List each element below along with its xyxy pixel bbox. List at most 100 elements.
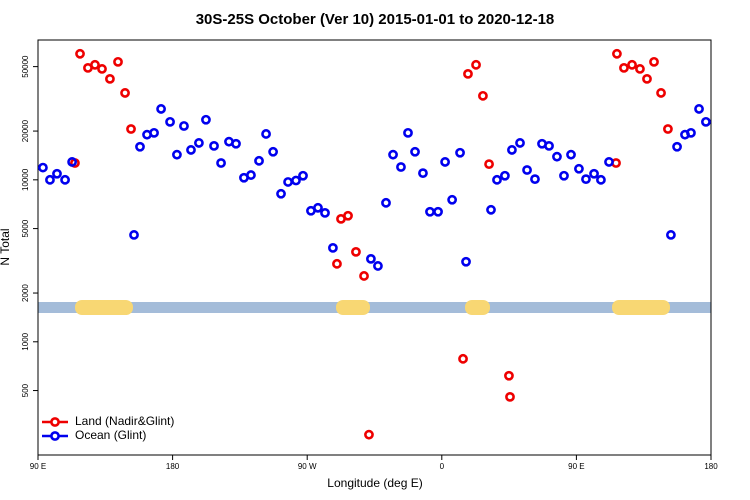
data-point	[209, 140, 219, 151]
data-point	[458, 353, 468, 364]
x-tick-label: 90 E	[30, 462, 46, 471]
data-point	[313, 202, 323, 213]
data-point	[75, 48, 85, 59]
data-point	[231, 138, 241, 149]
data-point	[552, 151, 562, 162]
data-point	[186, 145, 196, 155]
data-point	[701, 116, 711, 127]
data-point	[507, 145, 517, 155]
data-point	[381, 197, 391, 208]
data-point	[566, 149, 576, 160]
data-point	[589, 168, 599, 179]
data-point	[544, 140, 554, 151]
y-tick-label: 1000	[21, 332, 30, 350]
plot-frame	[37, 39, 712, 456]
ocean-strip	[38, 302, 711, 313]
data-point	[642, 73, 652, 84]
data-point	[627, 59, 637, 70]
data-point	[126, 124, 136, 134]
y-tick-label: 20000	[21, 119, 30, 142]
data-point	[343, 210, 353, 221]
data-point	[686, 127, 696, 138]
data-point	[129, 230, 139, 240]
legend-label: Land (Nadir&Glint)	[75, 414, 174, 428]
data-point	[471, 59, 481, 70]
y-tick-label: 5000	[21, 219, 30, 237]
data-point	[359, 271, 369, 281]
data-point	[455, 147, 465, 158]
data-point	[97, 64, 107, 74]
data-point	[559, 170, 569, 181]
data-point	[492, 174, 502, 185]
data-point	[90, 59, 100, 70]
data-point	[276, 188, 286, 199]
data-point	[418, 168, 428, 179]
data-point	[52, 168, 62, 179]
data-point	[663, 124, 673, 134]
data-point	[694, 104, 704, 114]
data-point	[201, 114, 211, 125]
land-patch	[465, 300, 490, 315]
data-point	[165, 116, 175, 127]
x-tick-label: 180	[166, 462, 180, 471]
data-point	[500, 170, 510, 181]
data-point	[463, 68, 473, 79]
data-point	[194, 138, 204, 148]
data-point	[672, 141, 682, 152]
data-point	[522, 165, 532, 175]
data-point	[268, 146, 279, 157]
data-point	[447, 194, 458, 205]
data-point	[38, 162, 48, 173]
x-tick-label: 90 W	[298, 462, 317, 471]
data-point	[440, 157, 450, 167]
data-point	[45, 174, 55, 185]
data-point	[172, 149, 182, 160]
legend-marker	[50, 431, 60, 441]
data-point	[581, 174, 591, 185]
data-point	[67, 157, 77, 167]
data-point	[254, 155, 264, 166]
data-point	[373, 261, 383, 271]
x-tick-label: 180	[704, 462, 718, 471]
data-point	[596, 174, 606, 185]
data-point	[216, 158, 226, 168]
data-point	[656, 88, 666, 98]
y-axis-label: N Total	[0, 228, 12, 265]
data-point	[291, 175, 301, 186]
data-point	[351, 246, 361, 257]
data-point	[649, 56, 659, 67]
data-point	[666, 230, 676, 240]
data-point	[364, 429, 374, 440]
data-point	[403, 127, 413, 138]
data-point	[478, 90, 488, 101]
data-point	[515, 138, 525, 148]
data-point	[320, 207, 330, 218]
data-point	[149, 127, 159, 138]
land-patch	[336, 300, 370, 315]
data-point	[60, 174, 70, 185]
data-point	[425, 206, 435, 217]
data-point	[388, 149, 398, 160]
y-tick-label: 50000	[21, 55, 30, 78]
data-point	[135, 141, 145, 152]
data-point	[410, 146, 420, 157]
data-point	[246, 170, 256, 180]
data-point	[504, 370, 514, 381]
chart-title: 30S-25S October (Ver 10) 2015-01-01 to 2…	[196, 11, 555, 28]
data-point	[612, 48, 622, 59]
data-point	[433, 206, 443, 217]
land-patch	[75, 300, 133, 315]
data-point	[332, 258, 342, 269]
data-point	[530, 174, 540, 185]
data-point	[261, 129, 271, 139]
data-point	[619, 62, 629, 73]
y-tick-label: 10000	[21, 168, 30, 191]
data-point	[113, 56, 123, 67]
land-patch	[612, 300, 670, 315]
data-point	[328, 242, 338, 253]
data-point	[366, 253, 376, 264]
data-point	[396, 162, 406, 172]
y-tick-label: 2000	[21, 284, 30, 302]
x-tick-label: 0	[440, 462, 445, 471]
